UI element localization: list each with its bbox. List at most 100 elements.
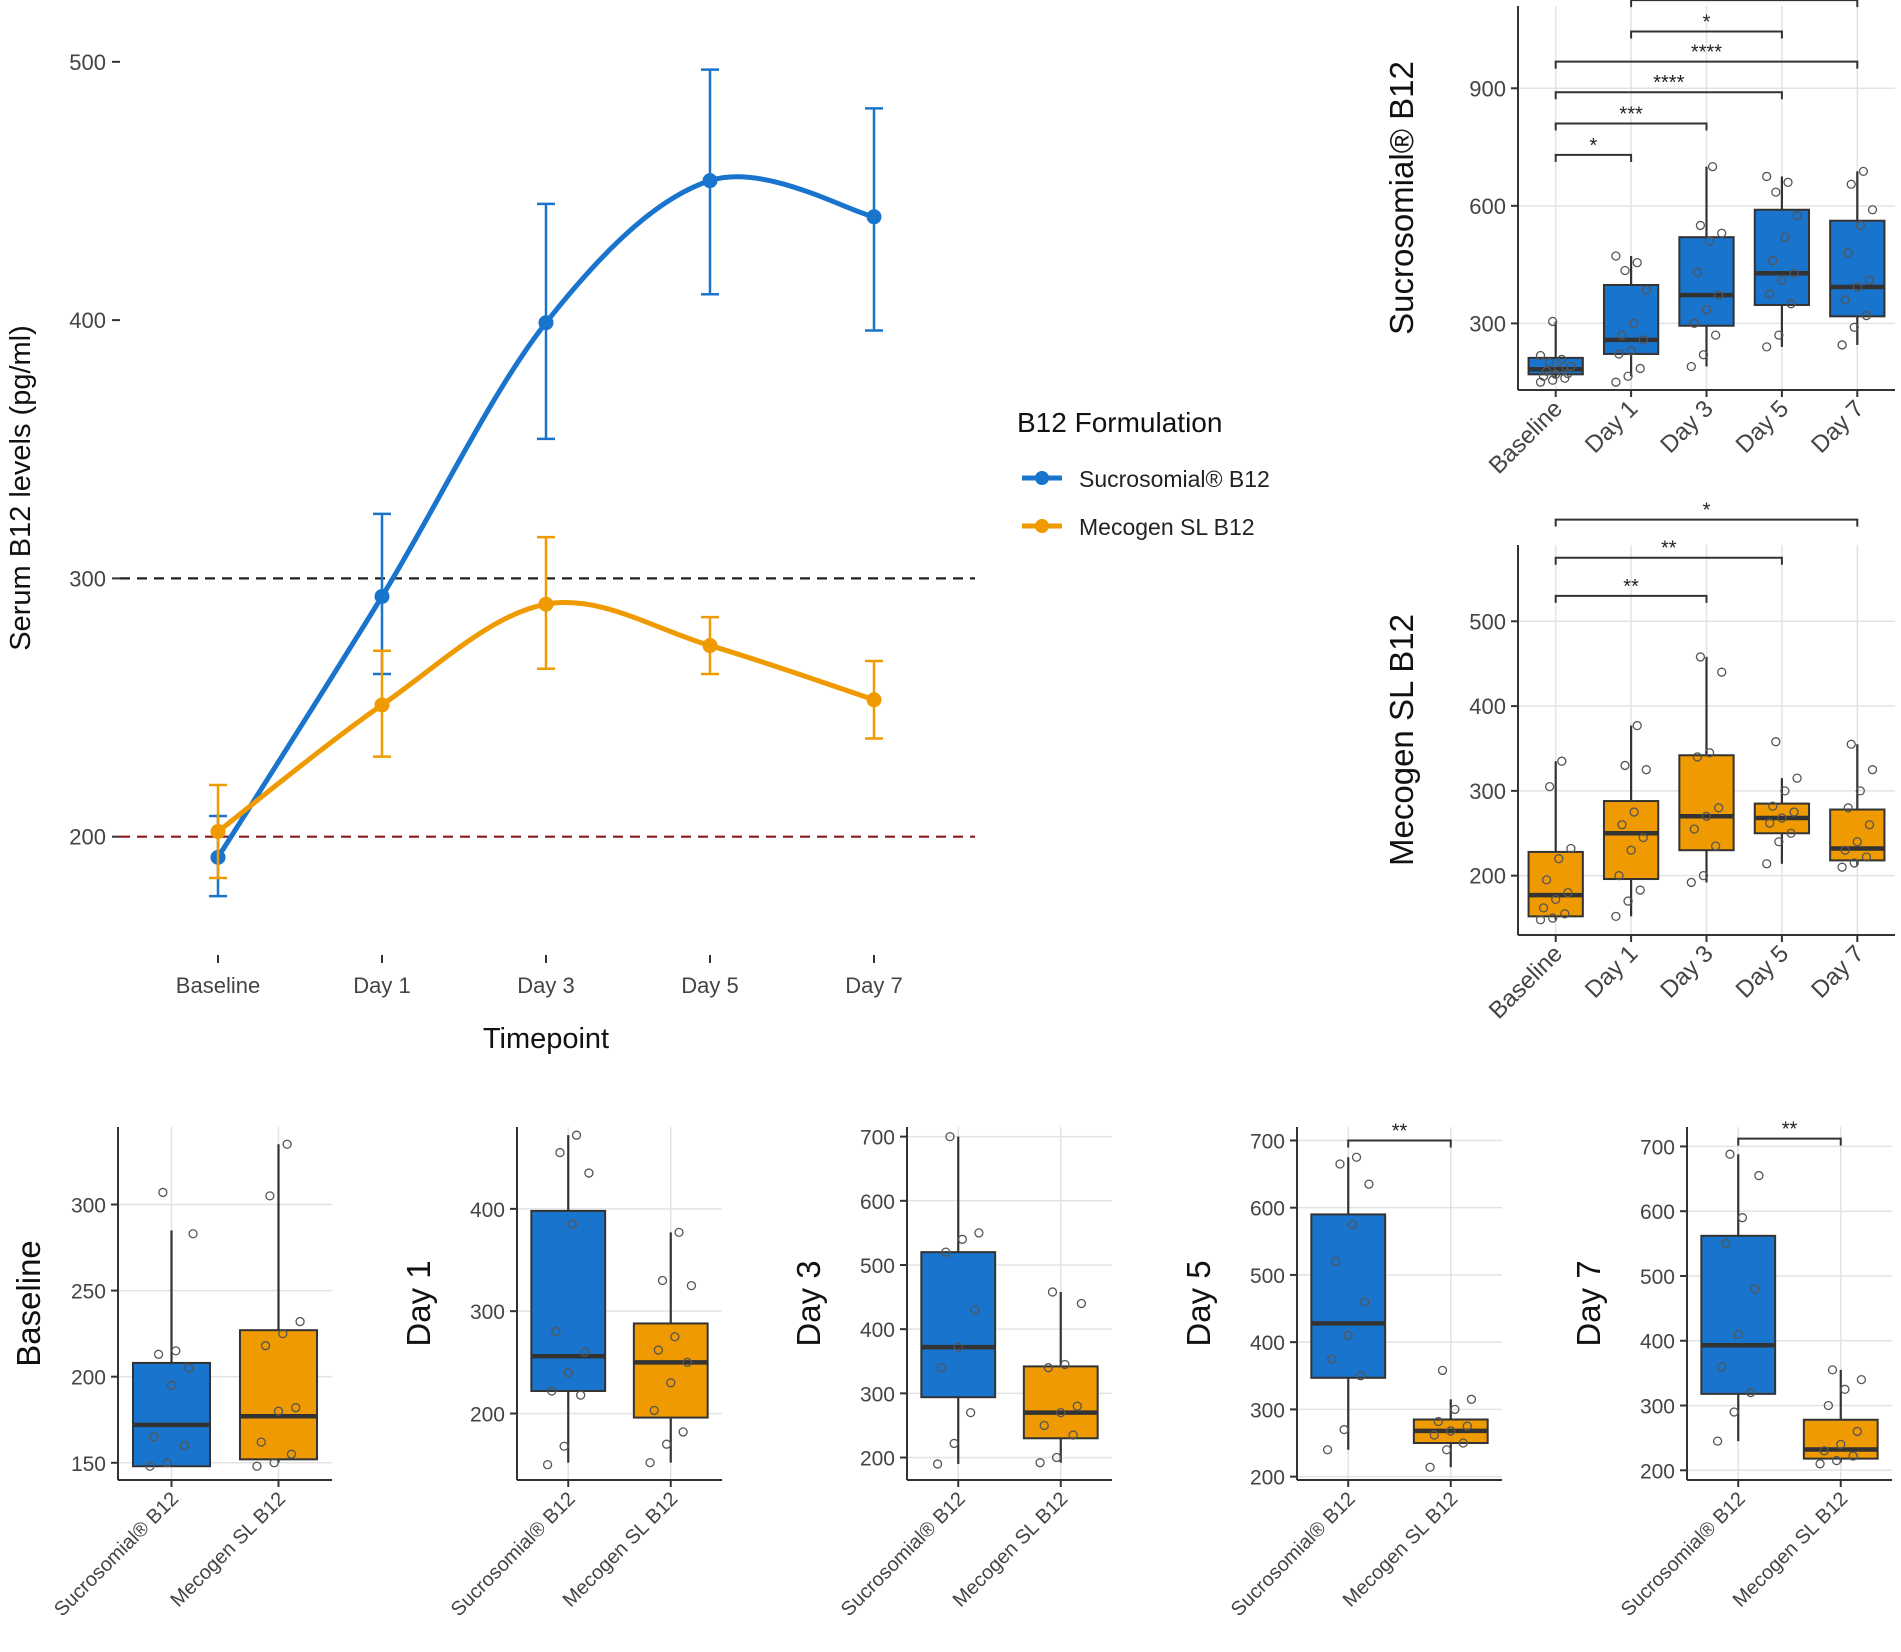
jitter-point [295,1316,305,1327]
jitter-point [1566,843,1576,854]
jitter-point [1780,786,1790,796]
box [238,1329,319,1461]
jitter-point [1856,1374,1867,1385]
jitter-point [166,1380,177,1390]
jitter-point [678,1427,688,1437]
x-tick-label: Day 3 [517,973,574,998]
jitter-point [1867,205,1878,215]
jitter-point [1035,1458,1045,1468]
jitter-point [1827,1365,1838,1375]
data-point-mecogen [702,638,718,654]
y-axis-title: Day 1 [400,1260,437,1346]
jitter-point [1689,318,1699,329]
y-tick-label: 200 [860,1448,895,1471]
y-tick-label: 400 [860,1319,895,1342]
jitter-point [1712,1436,1723,1446]
jitter-point [1635,363,1645,374]
jitter-point [1714,803,1724,813]
jitter-point [937,1363,947,1373]
jitter-point [1792,773,1802,783]
jitter-point [1768,801,1778,811]
jitter-point [1867,765,1878,775]
jitter-point [1641,285,1651,295]
jitter-point [1047,1287,1058,1297]
significance-label: * [1703,11,1711,33]
jitter-point [1780,232,1790,242]
jitter-point [1771,737,1781,747]
jitter-point [188,1229,198,1239]
significance-bracket [1737,1137,1842,1146]
jitter-point [1846,179,1856,189]
legend-marker-mecogen [1035,519,1049,533]
jitter-point [1560,909,1570,919]
jitter-point [158,1187,168,1198]
jitter-point [957,1234,968,1244]
jitter-point [686,1280,697,1291]
box [1602,283,1660,355]
y-tick-label: 600 [1469,194,1506,219]
jitter-point [265,1191,275,1201]
x-tick-label: Day 7 [1806,395,1869,458]
jitter-point [153,1349,164,1359]
jitter-point [551,1326,561,1337]
jitter-point [1789,268,1799,278]
data-point-mecogen [866,692,882,708]
jitter-point [1765,818,1775,828]
jitter-point [1858,166,1869,177]
y-tick-label: 200 [1469,864,1506,889]
jitter-point [1819,1446,1829,1456]
jitter-point [1765,289,1775,299]
legend-label-sucrosomial: Sucrosomial® B12 [1079,466,1270,492]
jitter-point [1717,1362,1727,1372]
y-tick-label: 200 [1640,1460,1675,1483]
jitter-point [1347,1219,1358,1230]
jitter-point [273,1406,284,1416]
jitter-point [1840,295,1850,305]
data-point-mecogen [538,596,554,612]
y-tick-label: 200 [1250,1467,1285,1490]
jitter-point [666,1378,676,1388]
jitter-point [1737,1213,1748,1223]
data-point-mecogen [374,697,390,713]
y-tick-label: 400 [69,308,106,333]
jitter-point [1617,330,1627,340]
jitter-point [145,1461,155,1471]
y-tick-label: 600 [1640,1201,1675,1224]
jitter-point [1632,720,1642,731]
significance-label: ** [1782,1119,1798,1141]
jitter-point [571,1130,582,1140]
jitter-point [1774,330,1784,340]
jitter-point [580,1347,590,1357]
jitter-point [1551,369,1561,379]
jitter-point [1698,871,1709,881]
jitter-point [1783,177,1793,187]
x-tick-label: Baseline [1484,940,1568,1024]
box [1678,236,1735,327]
jitter-point [1327,1354,1337,1364]
jitter-point [1364,1179,1374,1189]
jitter-point [1437,1365,1448,1376]
jitter-point [1322,1445,1333,1455]
jitter-point [1535,350,1546,361]
y-tick-label: 300 [860,1383,895,1406]
jitter-point [1617,820,1627,830]
jitter-point [657,1275,668,1286]
jitter-point [1541,366,1552,376]
jitter-point [941,1247,951,1257]
jitter-point [1704,748,1715,758]
box [1700,1234,1777,1395]
jitter-point [1638,335,1648,345]
jitter-point [1563,887,1573,898]
box [1527,850,1584,918]
jitter-point [1836,1439,1846,1450]
significance-label: **** [1653,72,1684,94]
jitter-point [1629,807,1639,817]
y-axis-title: Day 3 [790,1260,827,1346]
significance-bracket [1554,556,1783,565]
jitter-point [291,1403,301,1413]
jitter-point [1360,1297,1370,1307]
jitter-point [1725,1149,1735,1159]
jitter-point [1846,739,1856,749]
baseline-comparison-boxplot: 150 200 250 300 Baseline Sucrosomial® B12Meco… [10,1127,332,1621]
